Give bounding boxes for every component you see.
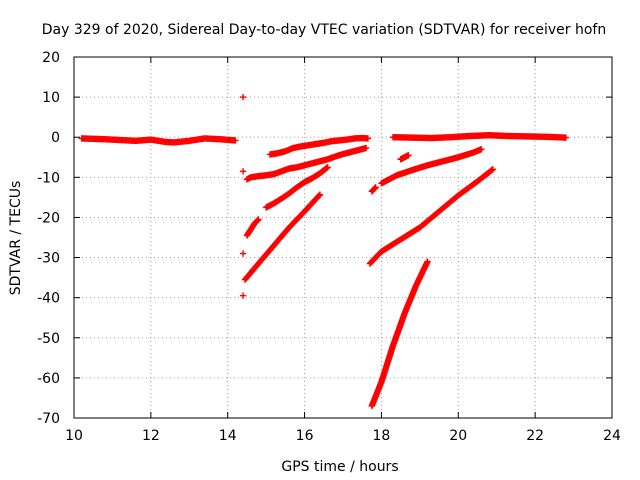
trace-d: [262, 164, 331, 211]
x-axis-label: GPS time / hours: [281, 459, 398, 475]
trace-j: [368, 258, 431, 410]
y-tick-label: -20: [37, 210, 60, 226]
chart-title: Day 329 of 2020, Sidereal Day-to-day VTE…: [42, 22, 606, 38]
grid: [74, 57, 612, 418]
trace-baseline-late: [389, 132, 570, 142]
x-tick-label: 14: [219, 428, 237, 444]
y-axis-label: SDTVAR / TECUs: [8, 181, 24, 296]
plot-frame: [73, 56, 613, 419]
x-tick-label: 24: [603, 428, 621, 444]
trace-outliers: [239, 93, 247, 299]
y-tick-label: -40: [37, 291, 60, 307]
x-tick-label: 18: [373, 428, 391, 444]
trace-f: [368, 184, 379, 195]
y-tick-label: -30: [37, 251, 60, 267]
x-tick-label: 22: [526, 428, 544, 444]
trace-i: [366, 166, 497, 267]
trace-g: [378, 146, 485, 187]
x-tick-label: 20: [449, 428, 467, 444]
y-tick-label: 10: [42, 90, 60, 106]
x-tick-label: 10: [65, 428, 83, 444]
y-tick-label: -70: [37, 411, 60, 427]
trace-a: [243, 144, 370, 183]
y-tick-label: -10: [37, 170, 60, 186]
outlier-point: [239, 168, 247, 175]
trace-baseline-early: [78, 135, 239, 146]
trace-e: [241, 191, 324, 283]
outlier-point: [239, 292, 247, 299]
axis-ticks: 10 12 14 16 18 20 22 24 20 10 0 -10 -20 -30 -40 -50 -60 -…: [37, 50, 621, 444]
x-tick-label: 16: [296, 428, 314, 444]
data-points: [78, 93, 570, 410]
y-tick-label: -60: [37, 371, 60, 387]
y-tick-label: 20: [42, 50, 60, 66]
trace-h: [397, 152, 412, 163]
y-tick-label: -50: [37, 331, 60, 347]
trace-c: [243, 216, 262, 239]
outlier-point: [239, 250, 247, 257]
y-tick-label: 0: [51, 130, 60, 146]
x-tick-label: 12: [142, 428, 160, 444]
outlier-point: [239, 93, 247, 101]
trace-b: [266, 134, 372, 158]
